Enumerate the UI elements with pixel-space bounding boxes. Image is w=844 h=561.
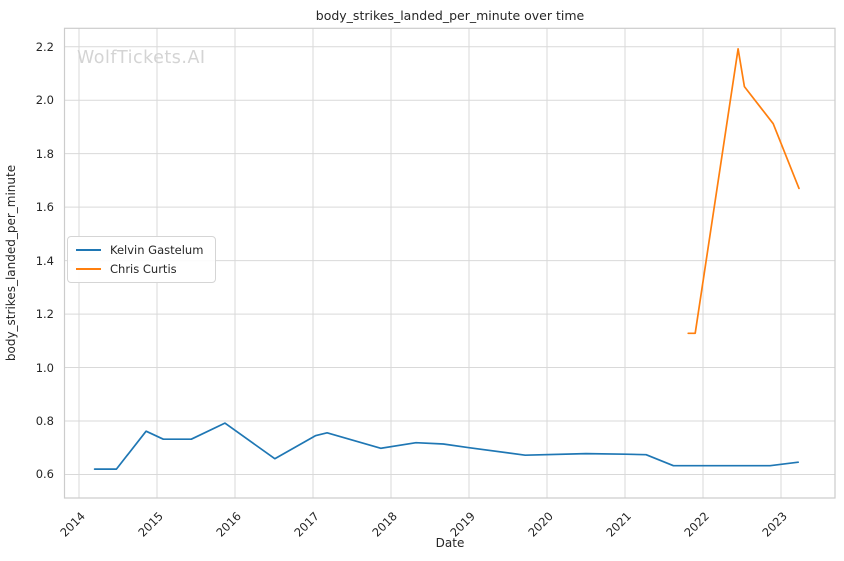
legend-item: Chris Curtis [76,262,203,276]
legend-line-swatch [76,268,101,270]
y-tick-label: 1.4 [35,253,54,268]
legend-label: Kelvin Gastelum [110,243,204,257]
chart-title: body_strikes_landed_per_minute over time [315,8,585,23]
y-tick-label: 2.0 [35,93,54,108]
legend-item: Kelvin Gastelum [76,243,203,257]
plot-border [63,27,836,499]
series-line-kelvin-gastelum [93,422,800,470]
y-tick-label: 0.6 [35,467,54,482]
legend-line-swatch [76,249,101,251]
y-tick-label: 0.8 [35,414,54,428]
series-line-chris-curtis [687,48,800,335]
y-tick-label: 1.6 [35,200,54,215]
watermark: WolfTickets.AI [77,48,206,68]
legend: Kelvin Gastelum Chris Curtis [67,236,217,283]
legend-label: Chris Curtis [110,262,177,276]
y-tick-label: 1.8 [35,146,54,161]
y-tick-label: 1.2 [35,307,54,322]
x-axis-label: Date [435,536,465,550]
y-tick-label: 2.2 [35,39,54,54]
y-tick-label: 1.0 [35,360,54,375]
